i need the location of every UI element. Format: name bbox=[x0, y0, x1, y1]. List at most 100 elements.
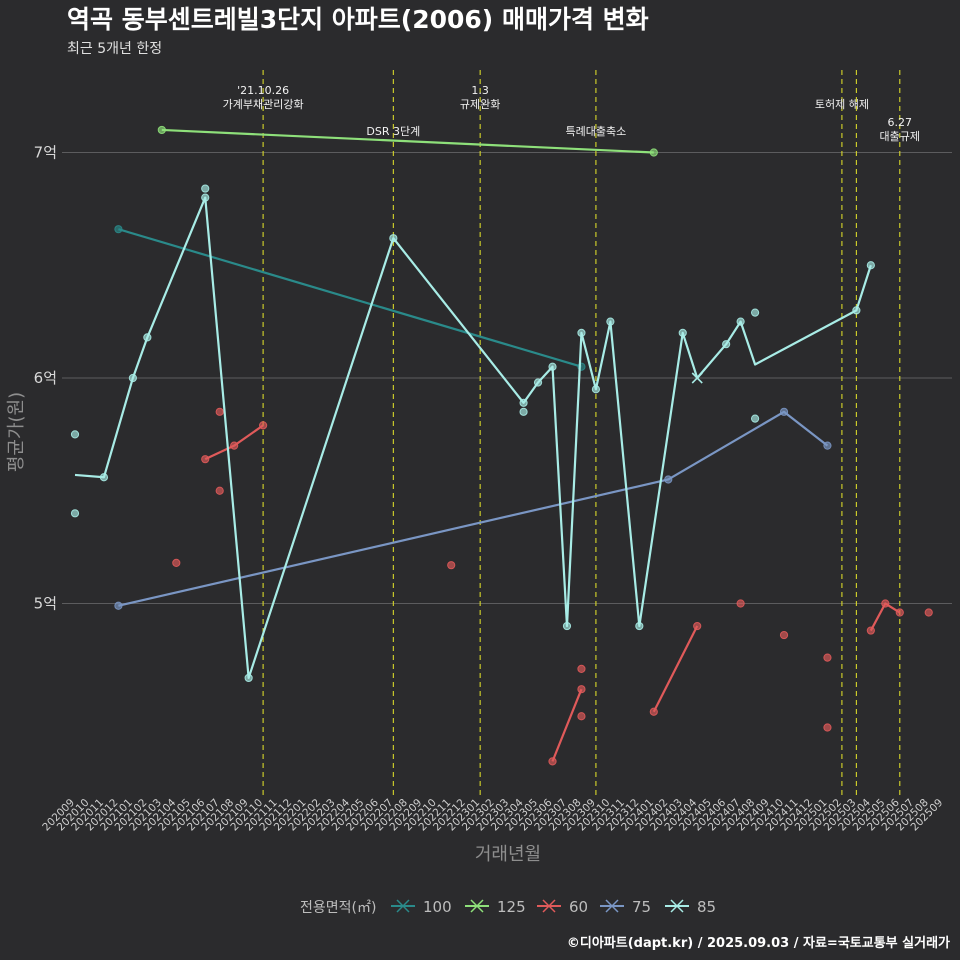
chart-caption: ©디아파트(dapt.kr) / 2025.09.03 / 자료=국토교통부 실… bbox=[567, 935, 950, 951]
data-series bbox=[70, 125, 933, 766]
event-label: 규제완화 bbox=[460, 98, 500, 111]
y-tick-label: 7억 bbox=[34, 144, 57, 162]
legend-title: 전용면적(㎡) bbox=[300, 900, 376, 916]
y-tick-label: 6억 bbox=[34, 369, 57, 387]
event-label: 특례대출축소 bbox=[566, 125, 627, 138]
data-point bbox=[779, 630, 789, 640]
data-point bbox=[577, 328, 586, 337]
data-point bbox=[577, 685, 586, 694]
event-label: 가계부채관리강화 bbox=[223, 98, 304, 111]
legend-label: 100 bbox=[423, 898, 452, 916]
data-point bbox=[635, 621, 644, 631]
data-point bbox=[389, 234, 398, 243]
data-point bbox=[157, 125, 166, 135]
data-point bbox=[823, 723, 832, 732]
data-point bbox=[114, 601, 123, 610]
data-point bbox=[895, 608, 904, 617]
data-point-cross bbox=[691, 372, 703, 384]
data-point bbox=[201, 193, 210, 202]
data-point bbox=[591, 385, 601, 394]
series-line bbox=[551, 688, 583, 762]
data-point bbox=[649, 707, 658, 716]
data-point bbox=[678, 328, 687, 337]
data-point bbox=[823, 653, 832, 662]
x-axis-title: 거래년월 bbox=[475, 844, 541, 865]
data-point bbox=[852, 306, 861, 315]
legend-label: 75 bbox=[632, 898, 651, 916]
data-point bbox=[823, 441, 832, 450]
data-point bbox=[519, 398, 528, 407]
x-axis: 2020092020102020112020122021012021022021… bbox=[40, 796, 945, 833]
legend-key-cross bbox=[605, 899, 619, 913]
series-line bbox=[118, 228, 582, 368]
legend-key-cross bbox=[542, 899, 556, 913]
data-point bbox=[114, 225, 123, 234]
data-point bbox=[866, 626, 875, 635]
data-point bbox=[693, 621, 702, 631]
data-point bbox=[172, 558, 181, 568]
series-line bbox=[161, 128, 654, 154]
legend-label: 60 bbox=[569, 898, 588, 916]
series-85 bbox=[70, 184, 875, 683]
event-label: 토허제 해제 bbox=[815, 97, 869, 111]
event-label: '21.10.26 bbox=[237, 84, 289, 97]
data-point bbox=[736, 599, 745, 608]
data-point bbox=[533, 378, 543, 387]
legend-label: 85 bbox=[697, 898, 716, 916]
data-point bbox=[519, 407, 528, 416]
data-point bbox=[577, 664, 586, 673]
data-point bbox=[447, 561, 456, 570]
series-line bbox=[652, 625, 699, 713]
data-point bbox=[606, 317, 615, 326]
data-point bbox=[70, 430, 80, 439]
data-point bbox=[736, 317, 745, 326]
legend-key-cross bbox=[670, 899, 684, 913]
y-axis-title: 평균가(원) bbox=[6, 392, 27, 472]
series-60 bbox=[172, 407, 933, 766]
data-point bbox=[259, 421, 268, 430]
event-label: 6.27 bbox=[888, 116, 913, 129]
data-point bbox=[664, 475, 673, 484]
data-point bbox=[128, 373, 137, 383]
data-point bbox=[201, 455, 210, 464]
chart-title: 역곡 동부센트레빌3단지 아파트(2006) 매매가격 변화 bbox=[67, 5, 649, 34]
y-tick-label: 5억 bbox=[34, 595, 57, 613]
chart-subtitle: 최근 5개년 한정 bbox=[67, 41, 162, 57]
data-point bbox=[99, 473, 109, 482]
data-point bbox=[548, 362, 557, 371]
data-point bbox=[562, 621, 572, 631]
event-label: DSR 3단계 bbox=[366, 125, 420, 138]
event-label: 1.3 bbox=[471, 84, 489, 97]
data-point bbox=[924, 608, 933, 617]
data-point bbox=[750, 414, 760, 423]
legend-label: 125 bbox=[497, 898, 526, 916]
data-point bbox=[881, 599, 890, 608]
data-point bbox=[70, 509, 80, 518]
data-point bbox=[722, 340, 731, 349]
data-point bbox=[779, 407, 789, 416]
series-75 bbox=[114, 407, 832, 610]
grid-lines bbox=[62, 152, 952, 604]
series-125 bbox=[157, 125, 658, 157]
data-point bbox=[215, 407, 224, 416]
data-point bbox=[866, 261, 875, 270]
legend: 전용면적(㎡) 100 125 60 75 85 bbox=[300, 898, 716, 916]
data-point bbox=[143, 333, 152, 342]
data-point bbox=[230, 441, 239, 450]
series-line bbox=[118, 410, 829, 607]
legend-key-cross bbox=[470, 899, 484, 913]
event-label: 대출규제 bbox=[880, 130, 920, 143]
data-point bbox=[201, 184, 210, 193]
data-point bbox=[649, 148, 658, 157]
data-point bbox=[215, 486, 224, 495]
legend-key-cross bbox=[396, 899, 410, 913]
data-point bbox=[548, 757, 557, 766]
data-point bbox=[577, 712, 586, 721]
series-100 bbox=[114, 225, 586, 371]
series-line bbox=[74, 196, 872, 680]
data-point bbox=[244, 673, 253, 683]
data-point bbox=[750, 308, 760, 317]
y-axis: 5억 6억 7억 bbox=[34, 144, 57, 613]
